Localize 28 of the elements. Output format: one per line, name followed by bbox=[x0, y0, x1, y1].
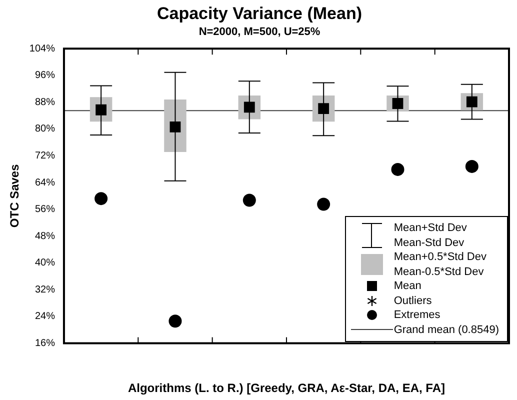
annotation: Mean+Std Dev Mean-Std Dev bbox=[394, 221, 467, 250]
x-axis-title: Algorithms (L. to R.) [Greedy, GRA, Aε-Star, DA, EA, FA] bbox=[128, 381, 446, 396]
point bbox=[465, 160, 478, 173]
y-axis-title: OTC Saves bbox=[8, 164, 22, 228]
legend-label: Grand mean (0.8549) bbox=[394, 322, 499, 338]
legend-label: Outliers bbox=[394, 294, 432, 308]
legend-label: Mean bbox=[394, 279, 422, 294]
point bbox=[168, 314, 182, 328]
point bbox=[391, 162, 404, 176]
point bbox=[242, 194, 256, 207]
y-tick-label: 104% bbox=[29, 43, 56, 54]
y-tick-label: 80% bbox=[34, 124, 56, 135]
y-tick-label: 96% bbox=[34, 70, 56, 82]
y-tick-label: 16% bbox=[34, 338, 56, 349]
y-tick-label: 40% bbox=[34, 258, 56, 269]
point bbox=[94, 192, 108, 206]
y-tick-label: 72% bbox=[34, 150, 56, 162]
legend-label: Extremes bbox=[394, 308, 440, 323]
legend-label: Mean+0.5*Std Dev Mean-0.5*Std Dev bbox=[394, 250, 486, 280]
chart-title: Capacity Variance (Mean) bbox=[156, 4, 362, 23]
y-tick-label: 64% bbox=[34, 177, 56, 188]
y-tick-label: 88% bbox=[34, 96, 56, 108]
y-tick-label: 56% bbox=[34, 204, 56, 216]
point bbox=[317, 198, 330, 211]
chart-subtitle: N=2000, M=500, U=25% bbox=[198, 26, 320, 38]
y-tick-label: 48% bbox=[34, 230, 56, 242]
y-tick-label: 24% bbox=[34, 311, 56, 322]
y-tick-label: 32% bbox=[34, 284, 56, 296]
